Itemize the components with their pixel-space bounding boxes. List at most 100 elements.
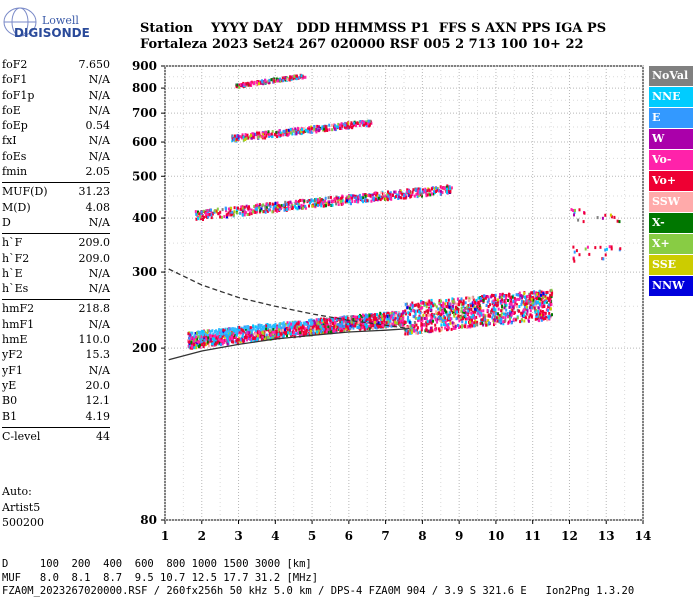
param-value: N/A xyxy=(88,88,110,102)
echo-point xyxy=(616,219,619,223)
echo-point xyxy=(478,310,481,314)
x-tick-label: 13 xyxy=(598,529,615,543)
echo-point xyxy=(423,310,426,314)
echo-point xyxy=(279,79,282,83)
echo-point xyxy=(540,298,543,302)
echo-point xyxy=(254,325,257,329)
echo-point xyxy=(478,314,481,318)
echo-point xyxy=(297,205,300,209)
echo-point xyxy=(482,313,485,317)
param-value: 2.05 xyxy=(85,165,111,179)
echo-point xyxy=(210,216,213,220)
echo-point xyxy=(321,318,323,322)
echo-point xyxy=(550,288,553,292)
echo-point xyxy=(317,321,320,325)
echo-point xyxy=(301,324,304,328)
echo-point xyxy=(299,334,302,338)
echo-point xyxy=(241,83,244,87)
echo-point xyxy=(284,132,287,136)
echo-point xyxy=(588,252,591,256)
echo-point xyxy=(255,206,258,210)
echo-point xyxy=(418,310,420,314)
echo-point xyxy=(573,213,575,217)
echo-point xyxy=(358,193,361,197)
echo-point xyxy=(271,135,274,138)
param-name: foEs xyxy=(2,149,27,163)
echo-point xyxy=(269,205,272,209)
echo-point xyxy=(505,296,508,300)
echo-point xyxy=(201,331,204,335)
echo-point xyxy=(421,318,424,322)
echo-point xyxy=(264,136,267,140)
echo-point xyxy=(518,309,521,313)
echo-point xyxy=(605,247,608,251)
echo-point xyxy=(400,196,403,200)
echo-point xyxy=(330,123,333,127)
echo-point xyxy=(289,131,292,135)
echo-point xyxy=(439,307,442,311)
echo-point xyxy=(260,338,263,342)
echo-point xyxy=(355,196,358,200)
echo-point xyxy=(481,295,483,299)
echo-point xyxy=(500,320,502,324)
echo-point xyxy=(470,308,473,311)
echo-point xyxy=(435,190,438,193)
echo-point xyxy=(254,204,257,208)
echo-point xyxy=(466,326,469,329)
echo-point xyxy=(485,323,488,327)
echo-point xyxy=(235,137,238,141)
echo-point xyxy=(425,313,428,317)
echo-point xyxy=(411,305,414,309)
echo-point xyxy=(479,322,482,326)
echo-point xyxy=(268,324,271,327)
echo-point xyxy=(361,196,364,200)
echo-point xyxy=(267,335,270,339)
echo-point xyxy=(195,331,198,335)
echo-point xyxy=(207,336,210,340)
echo-point xyxy=(265,134,268,138)
echo-point xyxy=(298,325,301,329)
echo-point xyxy=(284,78,287,82)
echo-point xyxy=(218,338,221,342)
echo-point xyxy=(432,192,435,196)
echo-point xyxy=(474,310,477,314)
echo-point xyxy=(368,314,371,318)
echo-point xyxy=(220,339,223,343)
echo-point xyxy=(230,213,233,217)
echo-point xyxy=(279,77,282,81)
electron-density-profile-solid xyxy=(168,327,410,361)
echo-point xyxy=(282,330,285,334)
echo-point xyxy=(526,302,528,306)
x-tick-label: 11 xyxy=(524,529,541,543)
echo-point xyxy=(222,328,225,332)
echo-point xyxy=(297,203,300,206)
echo-point xyxy=(205,337,208,341)
echo-point xyxy=(477,300,480,304)
echo-point xyxy=(198,337,201,341)
echo-point xyxy=(347,316,350,320)
echo-point xyxy=(499,293,501,296)
echo-point xyxy=(405,326,408,330)
param-separator xyxy=(2,299,110,301)
echo-point xyxy=(510,313,513,317)
echo-point xyxy=(210,208,212,212)
echo-point xyxy=(343,325,346,328)
echo-point xyxy=(397,311,400,314)
echo-point xyxy=(530,315,533,319)
echo-point xyxy=(215,339,217,343)
echo-point xyxy=(417,192,420,196)
echo-point xyxy=(582,220,585,224)
echo-point xyxy=(504,318,507,322)
echo-point xyxy=(359,120,362,123)
echo-point xyxy=(314,203,317,207)
echo-point xyxy=(362,196,365,200)
echo-point xyxy=(357,320,360,324)
echo-point xyxy=(395,193,398,197)
echo-point xyxy=(220,215,223,219)
echo-point xyxy=(364,193,367,196)
echo-point xyxy=(426,189,429,193)
legend-item: SSE xyxy=(649,255,693,275)
echo-point xyxy=(283,331,286,335)
echo-point xyxy=(238,83,241,87)
echo-point xyxy=(258,82,260,86)
